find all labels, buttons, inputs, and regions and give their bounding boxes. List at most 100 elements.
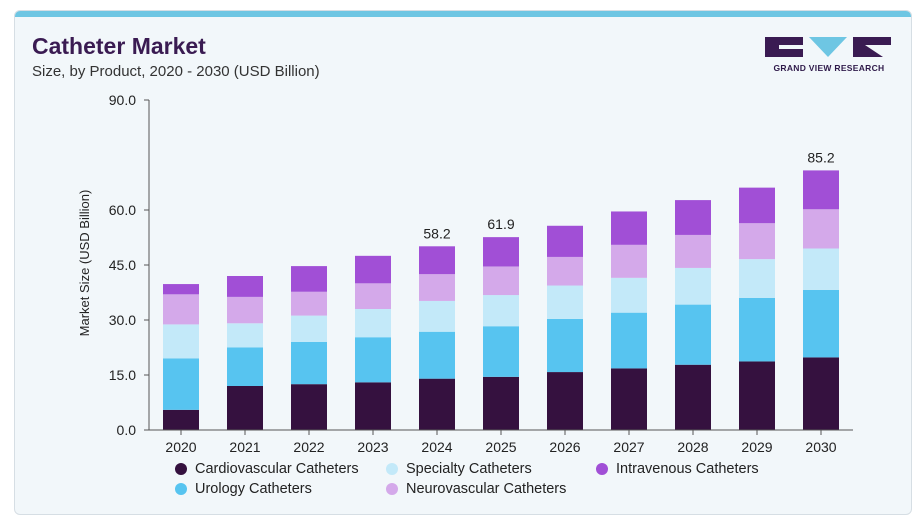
- x-axis: 2020 2021 2022 2023 2024 2025 2026 2027 2028 2029…: [149, 429, 853, 455]
- chart-card: Catheter Market Size, by Product, 2020 -…: [14, 10, 912, 515]
- legend-label: Specialty Catheters: [406, 461, 532, 477]
- x-tick-label: 2027: [613, 439, 644, 455]
- x-tick-label: 2028: [677, 439, 708, 455]
- legend-swatch: [175, 483, 187, 495]
- bar-segment: [163, 324, 199, 359]
- chart-subtitle: Size, by Product, 2020 - 2030 (USD Billi…: [32, 63, 320, 80]
- bar-segment: [355, 309, 391, 338]
- bar-segment: [227, 296, 263, 324]
- bar-segment: [355, 255, 391, 284]
- bar-segment: [739, 187, 775, 224]
- bar-segment: [163, 294, 199, 325]
- y-axis-label: Market Size (USD Billion): [77, 190, 92, 337]
- y-tick-label: 30.0: [109, 312, 136, 328]
- y-tick-label: 0.0: [117, 422, 137, 438]
- y-tick-label: 90.0: [109, 92, 136, 108]
- bar-segment: [227, 347, 263, 386]
- bar-segment: [739, 259, 775, 298]
- bar-segment: [483, 295, 519, 327]
- legend-label: Neurovascular Catheters: [406, 481, 567, 497]
- x-tick-label: 2025: [485, 439, 516, 455]
- bar-segment: [803, 209, 839, 249]
- bar-total-label: 61.9: [487, 216, 514, 232]
- bar-segment: [163, 409, 199, 430]
- bar-segment: [803, 289, 839, 358]
- x-tick-label: 2029: [741, 439, 772, 455]
- bar-segment: [419, 246, 455, 275]
- bars-group: [163, 170, 839, 430]
- bar-segment: [547, 256, 583, 286]
- bar-segment: [355, 283, 391, 309]
- legend-item: Urology Catheters: [175, 481, 312, 497]
- x-tick-label: 2026: [549, 439, 580, 455]
- brand-logo: GRAND VIEW RESEARCH: [765, 35, 893, 75]
- x-tick-label: 2022: [293, 439, 324, 455]
- y-tick-label: 45.0: [109, 257, 136, 273]
- bar-segment: [803, 170, 839, 210]
- bar-segment: [483, 237, 519, 267]
- bar-segment: [163, 284, 199, 295]
- bar-segment: [483, 266, 519, 296]
- stacked-bar-chart: 0.0 15.0 30.0 45.0 60.0 90.0 2020 2021 2022 2023…: [77, 92, 853, 455]
- y-tick-label: 60.0: [109, 202, 136, 218]
- bar-segment: [803, 357, 839, 430]
- legend-item: Neurovascular Catheters: [386, 481, 566, 497]
- bar-segment: [419, 378, 455, 430]
- bar-total-label: 85.2: [807, 149, 834, 165]
- bar-segment: [483, 376, 519, 430]
- legend-item: Intravenous Catheters: [596, 461, 759, 477]
- bar-segment: [291, 266, 327, 292]
- bar-segment: [291, 291, 327, 316]
- bar-segment: [675, 234, 711, 268]
- bar-segment: [419, 274, 455, 301]
- bar-segment: [355, 382, 391, 430]
- x-tick-label: 2024: [421, 439, 452, 455]
- chart-title: Catheter Market: [32, 33, 206, 59]
- chart-legend: Cardiovascular Catheters Urology Catheter…: [175, 461, 855, 505]
- x-tick-label: 2021: [229, 439, 260, 455]
- bar-segment: [547, 285, 583, 319]
- x-tick-label: 2030: [805, 439, 836, 455]
- accent-bar: [15, 11, 911, 17]
- bar-segment: [739, 361, 775, 430]
- bar-segment: [355, 337, 391, 383]
- legend-label: Intravenous Catheters: [616, 461, 759, 477]
- legend-item: Specialty Catheters: [386, 461, 532, 477]
- legend-swatch: [596, 463, 608, 475]
- bar-segment: [675, 200, 711, 235]
- bar-segment: [739, 223, 775, 260]
- y-tick-label: 15.0: [109, 367, 136, 383]
- bar-segment: [291, 315, 327, 342]
- bar-segment: [483, 326, 519, 377]
- legend-swatch: [175, 463, 187, 475]
- legend-label: Cardiovascular Catheters: [195, 461, 359, 477]
- bar-segment: [739, 298, 775, 362]
- bar-segment: [675, 267, 711, 305]
- bar-segment: [611, 312, 647, 369]
- bar-segment: [611, 211, 647, 245]
- bar-segment: [547, 318, 583, 373]
- bar-labels-group: 58.2 61.9 85.2: [423, 149, 834, 241]
- bar-segment: [675, 304, 711, 365]
- bar-segment: [611, 244, 647, 278]
- bar-segment: [611, 277, 647, 313]
- bar-segment: [227, 386, 263, 430]
- legend-swatch: [386, 483, 398, 495]
- x-tick-label: 2020: [165, 439, 196, 455]
- bar-segment: [419, 300, 455, 332]
- y-axis: 0.0 15.0 30.0 45.0 60.0 90.0: [109, 92, 150, 438]
- bar-segment: [163, 358, 199, 410]
- bar-segment: [227, 323, 263, 348]
- bar-segment: [227, 276, 263, 297]
- legend-swatch: [386, 463, 398, 475]
- bar-segment: [419, 331, 455, 379]
- bar-segment: [611, 368, 647, 430]
- brand-logo-mark: [765, 37, 891, 57]
- bar-segment: [547, 372, 583, 430]
- bar-segment: [675, 364, 711, 430]
- brand-name: GRAND VIEW RESEARCH: [773, 63, 885, 73]
- bar-segment: [803, 248, 839, 290]
- x-tick-label: 2023: [357, 439, 388, 455]
- bar-segment: [547, 225, 583, 257]
- legend-label: Urology Catheters: [195, 481, 312, 497]
